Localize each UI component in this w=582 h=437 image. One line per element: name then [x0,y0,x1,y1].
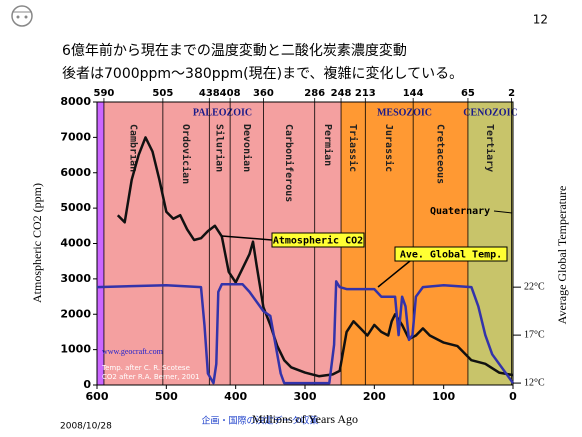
boundary-label: 144 [403,88,424,99]
y-tick-label: 3000 [60,272,91,285]
y-tick-label: 0 [83,378,91,391]
x-tick-label: 200 [363,390,386,403]
y-tick-label: 8000 [60,95,91,108]
period-label: Carboniferous [283,124,295,202]
boundary-label: 65 [461,88,475,99]
data-line [96,280,515,385]
era-label: CENOZOIC [463,107,517,118]
x-tick-label: 600 [86,390,109,403]
logo [11,5,33,27]
date: 2008/10/28 [60,422,112,432]
era-label: PALEOZOIC [193,107,252,118]
annotation: Quaternary [430,206,490,217]
annotation: Temp. after C. R. Scotese [101,364,190,372]
annotation: www.geocraft.com [102,347,164,356]
x-axis-title: Millions of Years Ago [252,412,358,426]
y2-tick-label: 12°C [524,377,545,388]
heading: 後者は7000ppm～380ppm(現在)まで、複雑に変化している。 [62,65,463,82]
arrow [377,260,411,288]
boundary-label: 590 [93,88,114,99]
boundary-label: 213 [355,88,376,99]
period-label: Silurian [214,124,226,172]
period-label: Permian [322,124,334,166]
annotation: Atmospheric CO2 [273,235,363,247]
y-tick-label: 7000 [60,130,91,143]
annotation-box [394,246,508,262]
period-label: Ordovician [180,124,192,184]
period-label: Triassic [347,124,359,172]
annotation: CO2 after R.A. Berner, 2001 [102,373,200,381]
boundary-label: 438 [199,88,220,99]
page-number: 12 [533,13,548,27]
heading: 6億年前から現在までの温度変動と二酸化炭素濃度変動 [62,42,407,59]
boundary-label: 286 [304,88,325,99]
period-label: Cambrian [127,124,139,172]
arrow [493,210,513,214]
x-tick-label: 400 [224,390,247,403]
boundary-label: 505 [152,88,173,99]
y-tick-label: 5000 [60,201,91,214]
arrow [221,235,273,241]
data-line [116,136,514,378]
x-tick-label: 0 [509,390,517,403]
y-tick-label: 1000 [60,343,91,356]
y-tick-label: 4000 [60,237,91,250]
era-band [97,102,104,385]
y-tick-label: 2000 [60,307,91,320]
y-axis-title: Atmospheric CO2 (ppm) [30,183,44,303]
era-band [467,102,513,385]
annotation: Ave. Global Temp. [400,250,502,261]
footer: 企画・国際の決定データ収集 [201,415,318,427]
period-label: Devonian [241,124,253,172]
boundary-label: 408 [220,88,241,99]
x-tick-label: 500 [155,390,178,403]
y2-axis-title: Average Global Temperature [555,186,569,325]
y2-tick-label: 22°C [524,281,545,292]
boundary-label: 248 [331,88,352,99]
x-tick-label: 300 [294,390,317,403]
period-label: Tertiary [484,124,496,172]
boundary-label: 2 [508,88,515,99]
era-label: MESOZOIC [377,107,432,118]
y-tick-label: 6000 [60,166,91,179]
x-tick-label: 100 [432,390,455,403]
period-label: Jurassic [383,124,395,172]
boundary-label: 360 [253,88,274,99]
period-label: Cretaceous [435,124,446,184]
y2-tick-label: 17°C [524,329,545,340]
